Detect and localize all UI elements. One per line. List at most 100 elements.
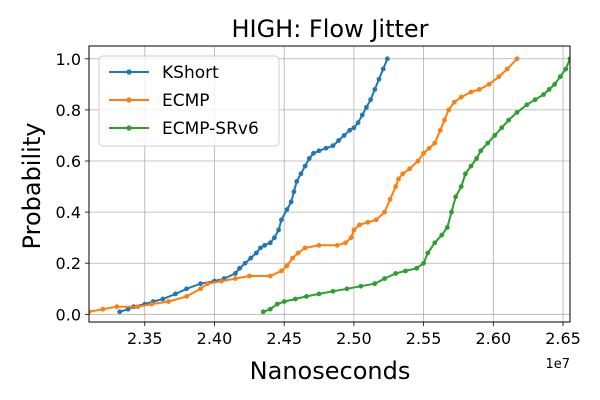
data-point	[348, 235, 354, 241]
data-point	[336, 138, 341, 143]
data-point	[267, 240, 273, 246]
x-tick-label: 2.65	[545, 329, 581, 348]
data-point	[149, 301, 155, 307]
series-kshort	[117, 56, 390, 315]
data-point	[382, 276, 387, 281]
data-point	[359, 112, 365, 118]
data-point	[330, 143, 336, 149]
data-point	[474, 156, 479, 161]
y-tick-label: 0.6	[56, 152, 81, 171]
data-point	[453, 194, 459, 200]
legend-marker	[126, 69, 132, 75]
data-point	[372, 281, 378, 287]
data-point	[425, 250, 431, 256]
data-point	[458, 184, 464, 189]
data-point	[552, 81, 558, 87]
data-point	[295, 250, 301, 256]
data-point	[276, 227, 282, 233]
data-point	[426, 145, 432, 151]
data-point	[403, 268, 408, 274]
x-axis-label: Nanoseconds	[250, 357, 411, 385]
data-point	[288, 199, 294, 205]
data-point	[463, 171, 468, 177]
data-point	[451, 99, 457, 105]
data-point	[316, 242, 322, 248]
data-point	[117, 309, 123, 315]
legend-box	[98, 55, 280, 147]
data-point	[279, 217, 284, 223]
plot-frame	[88, 45, 571, 323]
data-point	[198, 286, 203, 292]
data-point	[476, 87, 482, 92]
data-point	[499, 125, 505, 131]
data-point	[306, 156, 312, 161]
data-point	[302, 163, 308, 169]
data-point	[504, 66, 510, 72]
data-point	[437, 127, 443, 133]
data-point	[485, 140, 491, 146]
legend: KShort ECMP ECMP-SRv6	[98, 55, 280, 147]
data-point	[376, 76, 382, 82]
y-tick-label: 1.0	[56, 50, 81, 69]
data-point	[384, 56, 390, 62]
data-point	[393, 184, 399, 189]
data-point	[347, 127, 353, 133]
data-point	[184, 286, 189, 292]
data-point	[368, 97, 374, 103]
axis-ticks: 2.35 2.40 2.45 2.50 2.55 2.60 2.65 0.0 0.2 0.4 0.6…	[56, 50, 581, 348]
x-tick-label: 2.60	[476, 329, 512, 348]
x-tick-label: 2.45	[266, 329, 302, 348]
data-point	[468, 163, 474, 169]
data-point	[421, 150, 427, 156]
data-point	[546, 87, 552, 92]
data-point	[372, 87, 378, 92]
y-tick-label: 0.0	[56, 305, 81, 324]
data-point	[248, 255, 254, 261]
data-point	[541, 92, 546, 97]
data-point	[393, 271, 399, 276]
data-point	[291, 189, 297, 195]
data-point	[341, 133, 347, 138]
data-point	[260, 309, 266, 315]
data-point	[432, 140, 438, 146]
data-point	[496, 74, 502, 80]
data-point	[458, 94, 464, 100]
data-point	[442, 117, 447, 123]
data-point	[125, 306, 131, 312]
data-point	[272, 235, 277, 241]
series-ecmp-srv6	[260, 56, 570, 315]
data-point	[506, 117, 512, 123]
data-point	[311, 150, 316, 156]
data-point	[298, 171, 304, 177]
data-point	[294, 179, 300, 184]
data-point	[382, 209, 387, 215]
data-point	[330, 288, 336, 294]
data-point	[284, 207, 290, 212]
data-point	[237, 265, 242, 271]
data-point	[432, 240, 438, 246]
data-point	[387, 196, 393, 202]
data-point	[357, 222, 362, 228]
data-point	[415, 158, 421, 164]
data-point	[232, 276, 238, 281]
data-point	[323, 145, 329, 151]
data-point	[396, 176, 401, 182]
series-lines	[89, 56, 570, 315]
data-point	[242, 260, 248, 266]
data-point	[380, 66, 386, 72]
data-point	[351, 227, 357, 233]
chart-title: HIGH: Flow Jitter	[231, 15, 428, 43]
data-point	[478, 148, 484, 154]
data-point	[334, 242, 340, 248]
data-point	[439, 232, 445, 238]
data-point	[567, 56, 570, 62]
x-tick-label: 2.55	[406, 329, 442, 348]
legend-entry: ECMP	[109, 91, 210, 111]
y-tick-label: 0.8	[56, 101, 81, 120]
data-point	[563, 66, 569, 72]
data-point	[373, 217, 379, 223]
data-point	[281, 299, 287, 304]
data-point	[316, 291, 322, 297]
data-point	[421, 260, 427, 266]
